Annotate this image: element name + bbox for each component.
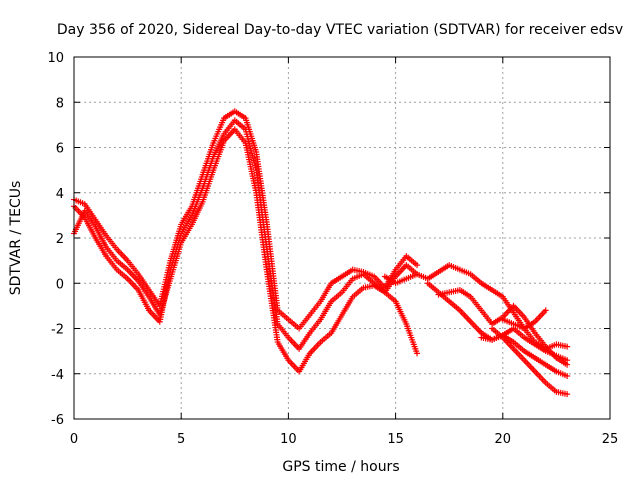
y-tick-labels: -6 -4 -2 0 2 4 6 8 10 [47, 51, 64, 428]
x-tick-label: 20 [495, 432, 512, 447]
x-tick-label: 10 [280, 432, 297, 447]
x-tick-label: 5 [177, 432, 185, 447]
y-tick-label: 8 [56, 96, 64, 111]
y-tick-label: 10 [47, 51, 64, 66]
y-tick-label: -4 [51, 368, 64, 383]
x-tick-label: 25 [602, 432, 619, 447]
y-tick-label: -2 [51, 323, 64, 338]
x-axis-label: GPS time / hours [282, 459, 399, 475]
y-tick-label: 6 [56, 142, 64, 157]
x-tick-labels: 0 5 10 15 20 25 [70, 432, 618, 447]
data-point [564, 373, 571, 380]
y-tick-label: 2 [56, 232, 64, 247]
y-tick-label: -6 [51, 413, 64, 428]
chart-title: Day 356 of 2020, Sidereal Day-to-day VTE… [57, 22, 623, 38]
data-point [542, 307, 549, 314]
data-point [564, 343, 571, 350]
data-point [414, 262, 421, 269]
data-point [564, 361, 571, 368]
x-tick-label: 15 [387, 432, 404, 447]
data-point [564, 391, 571, 398]
x-tick-label: 0 [70, 432, 78, 447]
y-tick-label: 0 [56, 277, 64, 292]
plot-frame [73, 56, 611, 420]
y-axis-label: SDTVAR / TECUs [8, 181, 24, 296]
y-tick-label: 4 [56, 187, 64, 202]
data-point [414, 350, 421, 357]
data-points [71, 108, 571, 398]
grid-lines [74, 57, 610, 419]
